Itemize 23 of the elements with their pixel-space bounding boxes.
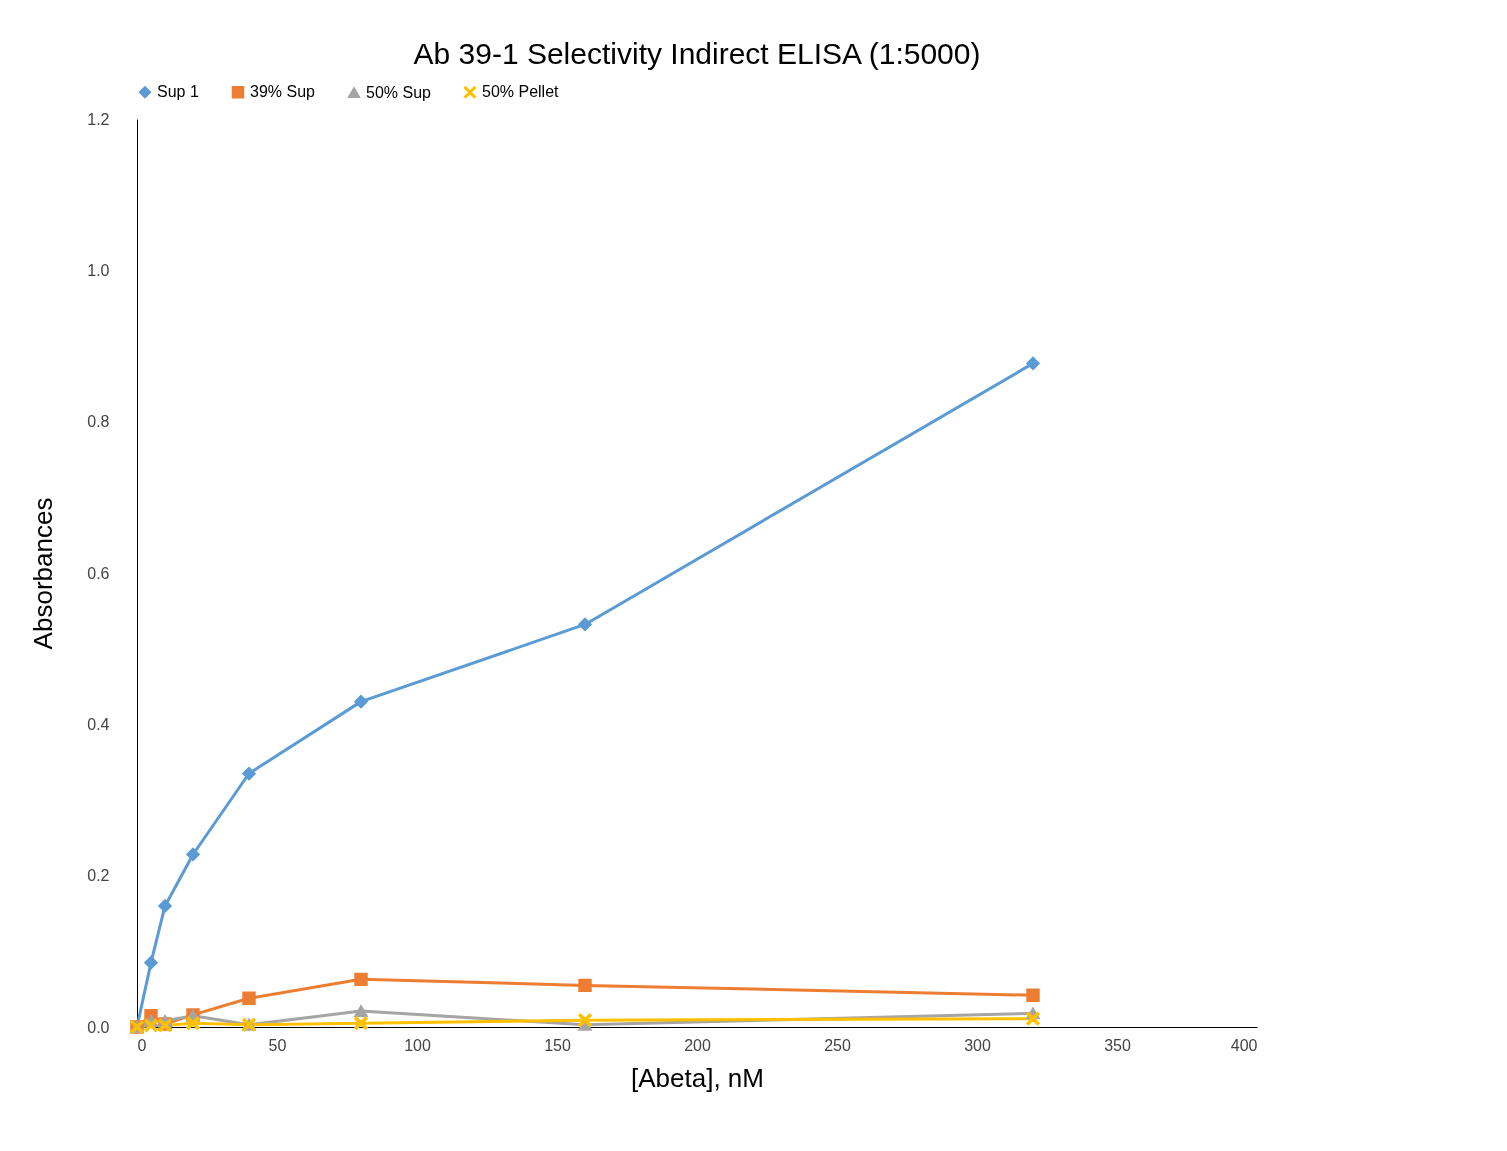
- x-tick-label: 300: [964, 1036, 991, 1054]
- x-tick-label: 200: [684, 1036, 711, 1054]
- y-tick-label: 1.2: [87, 110, 110, 128]
- y-tick-label: 1.0: [87, 261, 110, 279]
- y-tick-label: 0.2: [87, 867, 110, 885]
- x-tick-label: 50: [268, 1036, 287, 1054]
- y-axis-title: Absorbances: [28, 497, 59, 650]
- y-tick-label: 0.4: [87, 715, 110, 733]
- x-tick-label: 0: [137, 1036, 147, 1054]
- chart-title: Ab 39-1 Selectivity Indirect ELISA (1:5000): [413, 37, 981, 70]
- legend-label: 50% Sup: [366, 83, 432, 101]
- legend-label: Sup 1: [157, 83, 199, 101]
- x-tick-label: 350: [1104, 1036, 1131, 1054]
- x-tick-label: 250: [824, 1036, 851, 1054]
- legend-label: 39% Sup: [250, 83, 316, 101]
- x-tick-label: 100: [404, 1036, 431, 1054]
- x-tick-label: 400: [1230, 1036, 1258, 1054]
- y-tick-label: 0.0: [87, 1018, 110, 1036]
- x-tick-label: 150: [544, 1036, 571, 1054]
- y-tick-label: 0.6: [87, 564, 110, 582]
- y-tick-label: 0.8: [87, 413, 110, 431]
- x-axis-title: [Abeta], nM: [631, 1062, 764, 1093]
- legend-label: 50% Pellet: [482, 83, 560, 101]
